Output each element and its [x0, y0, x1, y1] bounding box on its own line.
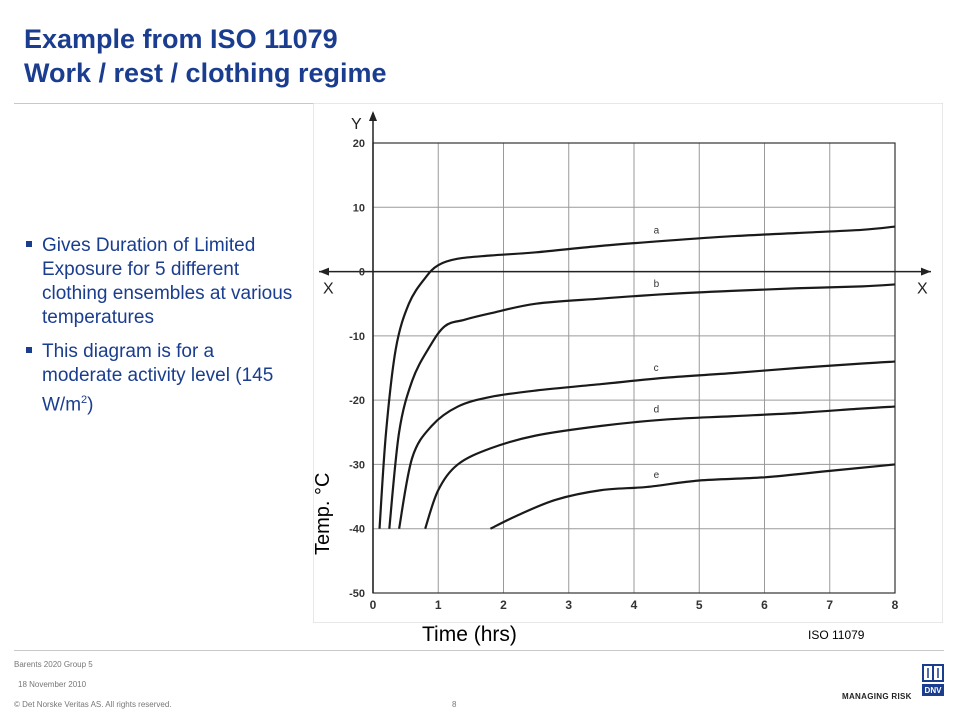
x-axis-label: Time (hrs) [422, 623, 517, 646]
x-tick-label: 2 [500, 598, 507, 612]
square-bullet-icon [26, 241, 32, 247]
y-tick-label: 0 [359, 267, 365, 279]
y-axis-letter: Y [351, 116, 362, 133]
series-label-e: e [654, 470, 660, 481]
bullet-text: Gives Duration of Limited Exposure for 5… [42, 235, 293, 328]
series-label-c: c [654, 363, 659, 374]
slide-title: Example from ISO 11079 Work / rest / clo… [24, 22, 387, 90]
bullet-item: This diagram is for a moderate activity … [26, 340, 294, 417]
page-number: 8 [452, 700, 457, 709]
bullet-list: Gives Duration of Limited Exposure for 5… [26, 234, 294, 427]
series-line-a [378, 225, 896, 529]
series-label-a: a [654, 226, 660, 237]
y-tick-label: 20 [353, 138, 365, 150]
series-label-d: d [654, 405, 660, 416]
series-label-b: b [654, 279, 660, 290]
chart-tick-labels: 0 1 2 3 4 5 6 7 8 20 10 0 -10 -20 -30 -40 -50 [349, 138, 899, 612]
title-line-1: Example from ISO 11079 [24, 24, 338, 54]
logo-brand: DNV [925, 686, 943, 695]
x-tick-label: 6 [761, 598, 768, 612]
bullet-item: Gives Duration of Limited Exposure for 5… [26, 234, 294, 330]
y-axis-label: Temp. °C [312, 472, 334, 555]
x-axis-left-arrow-icon [319, 267, 329, 276]
y-tick-label: -20 [349, 395, 365, 407]
x-axis-letter-left: X [323, 281, 334, 298]
chart-series: a b c d e [378, 225, 896, 530]
series-line-b [388, 283, 896, 529]
chart-axes: Y X X [319, 111, 931, 593]
y-tick-label: -50 [349, 588, 365, 600]
x-tick-label: 7 [826, 598, 833, 612]
y-tick-label: -40 [349, 524, 365, 536]
y-axis-arrow-icon [369, 111, 377, 121]
title-line-2: Work / rest / clothing regime [24, 58, 387, 88]
bullet-text-end: ) [87, 394, 94, 416]
exposure-chart: Y X X 0 1 2 3 4 5 6 7 8 20 10 0 -10 -20 -30 -40 -50 a b c d e [313, 103, 943, 623]
x-tick-label: 3 [565, 598, 572, 612]
series-line-d [424, 405, 896, 530]
x-axis-right-arrow-icon [921, 267, 931, 276]
x-tick-label: 8 [892, 598, 899, 612]
footer-divider [14, 650, 944, 651]
x-tick-label: 0 [370, 598, 377, 612]
series-line-c [398, 360, 896, 529]
footer-date: 18 November 2010 [18, 680, 87, 689]
y-tick-label: -30 [349, 459, 365, 471]
logo-text: MANAGING RISK [842, 692, 912, 701]
y-tick-label: 10 [353, 202, 365, 214]
y-tick-label: -10 [349, 331, 365, 343]
x-tick-label: 5 [696, 598, 703, 612]
square-bullet-icon [26, 347, 32, 353]
footer-copyright: © Det Norske Veritas AS. All rights rese… [14, 700, 172, 709]
bullet-text: This diagram is for a moderate activity … [42, 341, 274, 416]
footer-group: Barents 2020 Group 5 [14, 660, 93, 669]
series-line-e [489, 463, 896, 530]
x-tick-label: 4 [631, 598, 638, 612]
x-axis-letter-right: X [917, 281, 928, 298]
superscript: 2 [81, 394, 88, 406]
x-tick-label: 1 [435, 598, 442, 612]
source-label: ISO 11079 [808, 628, 865, 642]
dnv-logo: DNV [922, 664, 944, 696]
chart-border [313, 103, 943, 623]
title-divider [14, 103, 314, 104]
